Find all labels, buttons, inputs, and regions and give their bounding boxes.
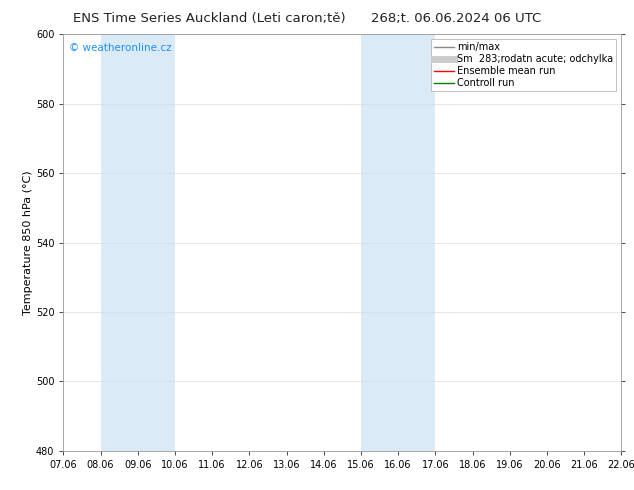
Legend: min/max, Sm  283;rodatn acute; odchylka, Ensemble mean run, Controll run: min/max, Sm 283;rodatn acute; odchylka, …: [431, 39, 616, 91]
Bar: [101, 34, 175, 451]
Text: © weatheronline.cz: © weatheronline.cz: [69, 43, 172, 52]
Bar: [361, 34, 436, 451]
Text: ENS Time Series Auckland (Leti caron;tě): ENS Time Series Auckland (Leti caron;tě): [73, 12, 346, 25]
Text: 268;t. 06.06.2024 06 UTC: 268;t. 06.06.2024 06 UTC: [372, 12, 541, 25]
Y-axis label: Temperature 850 hPa (°C): Temperature 850 hPa (°C): [23, 170, 33, 315]
